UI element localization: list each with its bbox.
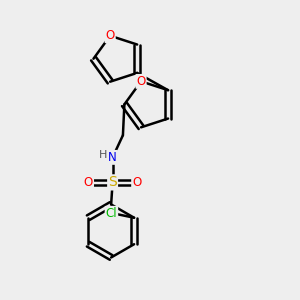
Text: O: O bbox=[106, 29, 115, 42]
Text: N: N bbox=[108, 151, 117, 164]
Text: O: O bbox=[136, 75, 146, 88]
Text: Cl: Cl bbox=[106, 207, 117, 220]
Text: O: O bbox=[132, 176, 141, 189]
Text: O: O bbox=[84, 176, 93, 189]
Text: S: S bbox=[108, 176, 117, 189]
Text: H: H bbox=[99, 150, 107, 160]
